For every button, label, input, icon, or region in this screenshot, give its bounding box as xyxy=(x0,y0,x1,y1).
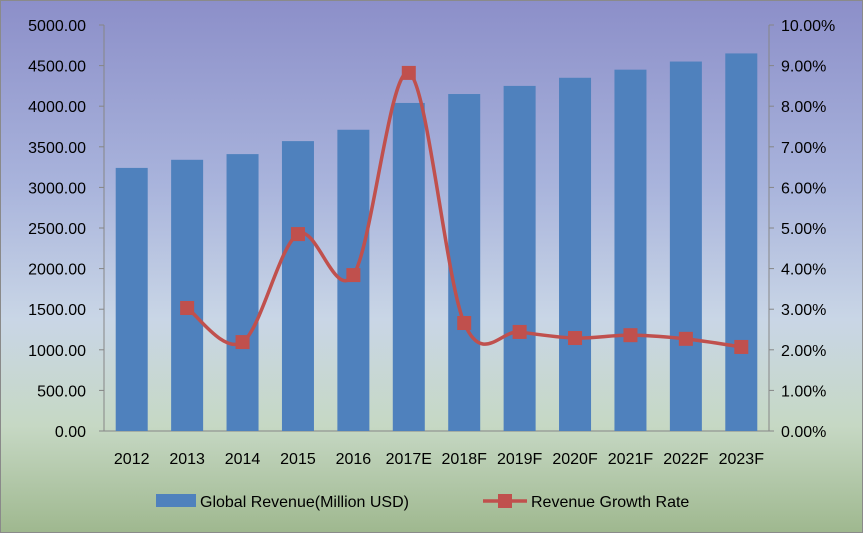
x-tick-label: 2014 xyxy=(225,451,261,468)
revenue-bar xyxy=(226,154,259,431)
x-tick-label: 2016 xyxy=(336,451,372,468)
x-tick-label: 2015 xyxy=(280,451,316,468)
left-tick-label: 2000.00 xyxy=(28,262,86,279)
growth-rate-marker xyxy=(568,331,583,346)
left-tick-label: 4000.00 xyxy=(28,99,86,116)
revenue-bar xyxy=(392,102,425,432)
x-tick-label: 2018F xyxy=(442,451,488,468)
right-tick-label: 2.00% xyxy=(781,343,826,360)
revenue-bar xyxy=(614,69,647,431)
x-tick-label: 2013 xyxy=(169,451,205,468)
x-tick-label: 2019F xyxy=(497,451,543,468)
x-tick-label: 2017E xyxy=(386,451,432,468)
growth-rate-marker xyxy=(678,331,693,346)
right-tick-label: 7.00% xyxy=(781,140,826,157)
left-tick-label: 1000.00 xyxy=(28,343,86,360)
right-tick-label: 6.00% xyxy=(781,180,826,197)
right-tick-label: 1.00% xyxy=(781,383,826,400)
left-tick-label: 2500.00 xyxy=(28,221,86,238)
growth-rate-marker xyxy=(623,328,638,343)
left-tick-label: 0.00 xyxy=(55,424,86,441)
left-tick-label: 4500.00 xyxy=(28,59,86,76)
revenue-bar xyxy=(281,141,314,431)
right-tick-label: 9.00% xyxy=(781,59,826,76)
x-tick-label: 2021F xyxy=(608,451,654,468)
revenue-bar xyxy=(448,94,481,432)
growth-rate-marker xyxy=(235,335,250,350)
growth-rate-marker xyxy=(457,316,472,331)
left-tick-label: 500.00 xyxy=(37,383,86,400)
legend-growth-label: Revenue Growth Rate xyxy=(531,494,689,511)
left-tick-label: 5000.00 xyxy=(28,18,86,35)
growth-rate-marker xyxy=(734,339,749,354)
revenue-bar xyxy=(115,167,148,432)
revenue-bar xyxy=(559,77,592,431)
legend-revenue-label: Global Revenue(Million USD) xyxy=(200,494,409,511)
right-tick-label: 3.00% xyxy=(781,302,826,319)
x-tick-label: 2020F xyxy=(552,451,598,468)
legend-growth-marker xyxy=(498,494,512,508)
growth-rate-marker xyxy=(401,65,416,80)
growth-rate-marker xyxy=(290,227,305,242)
growth-rate-marker xyxy=(180,300,195,315)
left-tick-label: 1500.00 xyxy=(28,302,86,319)
revenue-bar xyxy=(669,61,702,431)
right-tick-label: 10.00% xyxy=(781,18,835,35)
left-tick-label: 3000.00 xyxy=(28,180,86,197)
revenue-bar xyxy=(503,85,536,432)
right-tick-label: 0.00% xyxy=(781,424,826,441)
legend-revenue-swatch xyxy=(156,494,196,507)
growth-rate-marker xyxy=(512,324,527,339)
right-tick-label: 4.00% xyxy=(781,262,826,279)
left-tick-label: 3500.00 xyxy=(28,140,86,157)
right-tick-label: 8.00% xyxy=(781,99,826,116)
revenue-bar xyxy=(171,159,204,432)
x-tick-label: 2023F xyxy=(719,451,765,468)
right-tick-label: 5.00% xyxy=(781,221,826,238)
revenue-bar xyxy=(725,53,758,432)
x-tick-label: 2012 xyxy=(114,451,150,468)
growth-rate-marker xyxy=(346,268,361,283)
x-tick-label: 2022F xyxy=(663,451,709,468)
